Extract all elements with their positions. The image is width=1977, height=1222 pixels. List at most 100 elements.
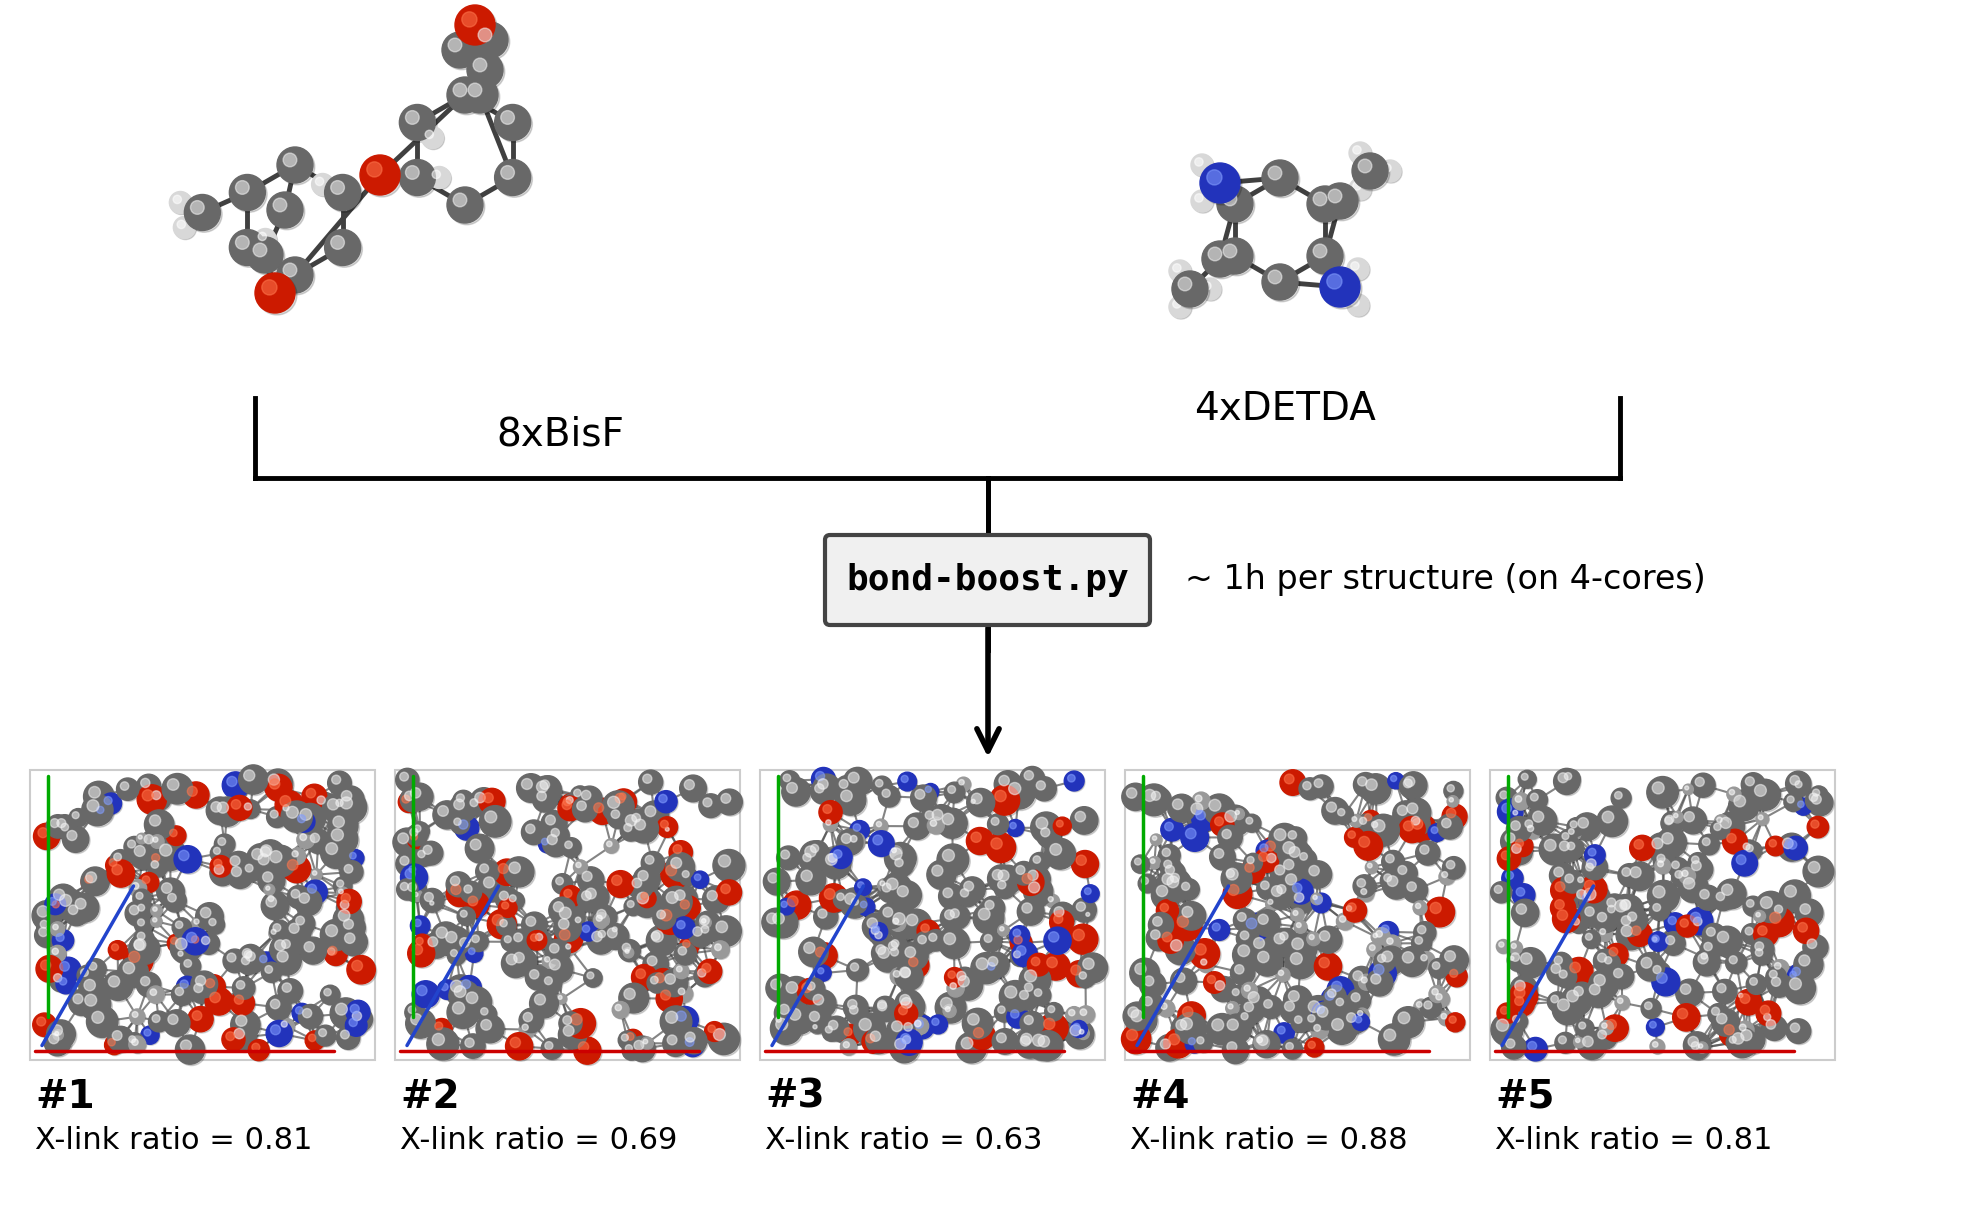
Circle shape [136, 892, 142, 899]
Circle shape [1663, 814, 1682, 835]
Circle shape [150, 904, 162, 916]
Circle shape [903, 813, 931, 840]
Circle shape [506, 1033, 532, 1059]
Circle shape [1791, 968, 1801, 975]
Circle shape [1528, 825, 1534, 832]
Circle shape [1797, 800, 1805, 808]
Circle shape [1408, 803, 1418, 814]
Circle shape [411, 833, 417, 841]
Circle shape [1445, 965, 1467, 987]
Circle shape [1704, 925, 1726, 948]
Circle shape [125, 946, 152, 975]
Circle shape [836, 785, 866, 815]
Circle shape [467, 836, 496, 864]
Circle shape [1054, 907, 1064, 916]
Circle shape [1016, 865, 1024, 875]
Circle shape [1208, 975, 1216, 984]
Circle shape [273, 198, 287, 211]
Circle shape [1253, 946, 1283, 976]
Circle shape [1625, 862, 1655, 891]
Circle shape [1499, 848, 1522, 871]
Circle shape [251, 1044, 259, 1051]
Circle shape [49, 946, 67, 963]
Circle shape [884, 937, 907, 962]
Circle shape [900, 995, 909, 1006]
Circle shape [998, 881, 1006, 888]
Circle shape [1164, 860, 1172, 868]
Circle shape [1342, 1008, 1368, 1034]
Circle shape [698, 959, 722, 984]
Circle shape [1281, 870, 1311, 899]
Circle shape [1497, 1019, 1508, 1031]
Circle shape [411, 916, 429, 936]
Circle shape [1386, 854, 1394, 863]
Circle shape [1253, 1034, 1269, 1050]
Circle shape [1172, 299, 1180, 308]
Circle shape [1554, 1033, 1576, 1053]
Circle shape [150, 835, 164, 848]
Circle shape [1131, 855, 1149, 874]
Circle shape [884, 907, 894, 916]
Circle shape [494, 859, 520, 886]
Circle shape [1224, 244, 1238, 258]
Circle shape [882, 789, 890, 797]
Circle shape [1066, 772, 1085, 792]
Circle shape [1042, 952, 1070, 980]
Circle shape [872, 941, 898, 965]
Circle shape [1738, 1026, 1765, 1056]
Circle shape [1700, 938, 1722, 960]
Circle shape [1307, 1014, 1315, 1022]
Circle shape [437, 927, 447, 938]
Circle shape [1684, 1033, 1712, 1061]
Circle shape [1649, 1022, 1657, 1028]
Circle shape [1554, 907, 1582, 934]
Circle shape [362, 156, 401, 197]
Circle shape [573, 915, 587, 930]
Circle shape [164, 1011, 192, 1037]
Circle shape [1447, 860, 1455, 869]
Circle shape [1352, 182, 1360, 191]
Circle shape [1582, 903, 1605, 927]
Circle shape [1449, 798, 1453, 802]
Circle shape [1285, 1042, 1293, 1050]
Circle shape [902, 1020, 923, 1042]
Circle shape [170, 192, 192, 214]
Circle shape [1157, 901, 1180, 923]
Circle shape [1510, 943, 1516, 948]
Circle shape [129, 1036, 136, 1042]
Circle shape [255, 840, 285, 869]
Circle shape [1244, 1002, 1253, 1012]
Circle shape [645, 855, 654, 864]
Circle shape [660, 1006, 692, 1037]
Circle shape [1070, 1009, 1075, 1015]
Circle shape [34, 1013, 55, 1036]
Circle shape [619, 793, 627, 800]
Circle shape [1364, 814, 1372, 821]
Circle shape [643, 853, 666, 876]
Circle shape [1198, 957, 1214, 973]
Circle shape [1570, 821, 1578, 827]
Circle shape [429, 901, 433, 906]
Circle shape [1149, 857, 1160, 869]
Circle shape [1070, 807, 1097, 835]
Circle shape [1795, 899, 1823, 926]
Circle shape [1763, 1017, 1789, 1041]
Circle shape [326, 925, 338, 936]
Circle shape [212, 802, 221, 813]
Circle shape [1178, 1002, 1206, 1029]
Circle shape [1512, 993, 1536, 1017]
Circle shape [1449, 969, 1457, 978]
Circle shape [1510, 992, 1534, 1015]
Circle shape [1615, 920, 1645, 949]
Circle shape [1046, 1003, 1064, 1022]
Circle shape [1192, 155, 1214, 177]
Circle shape [890, 846, 902, 858]
Circle shape [190, 934, 208, 953]
Circle shape [409, 941, 437, 968]
Circle shape [1789, 971, 1797, 978]
Circle shape [850, 896, 868, 914]
Circle shape [269, 927, 283, 941]
Circle shape [1423, 1001, 1431, 1009]
Circle shape [658, 818, 678, 838]
Circle shape [281, 800, 312, 832]
